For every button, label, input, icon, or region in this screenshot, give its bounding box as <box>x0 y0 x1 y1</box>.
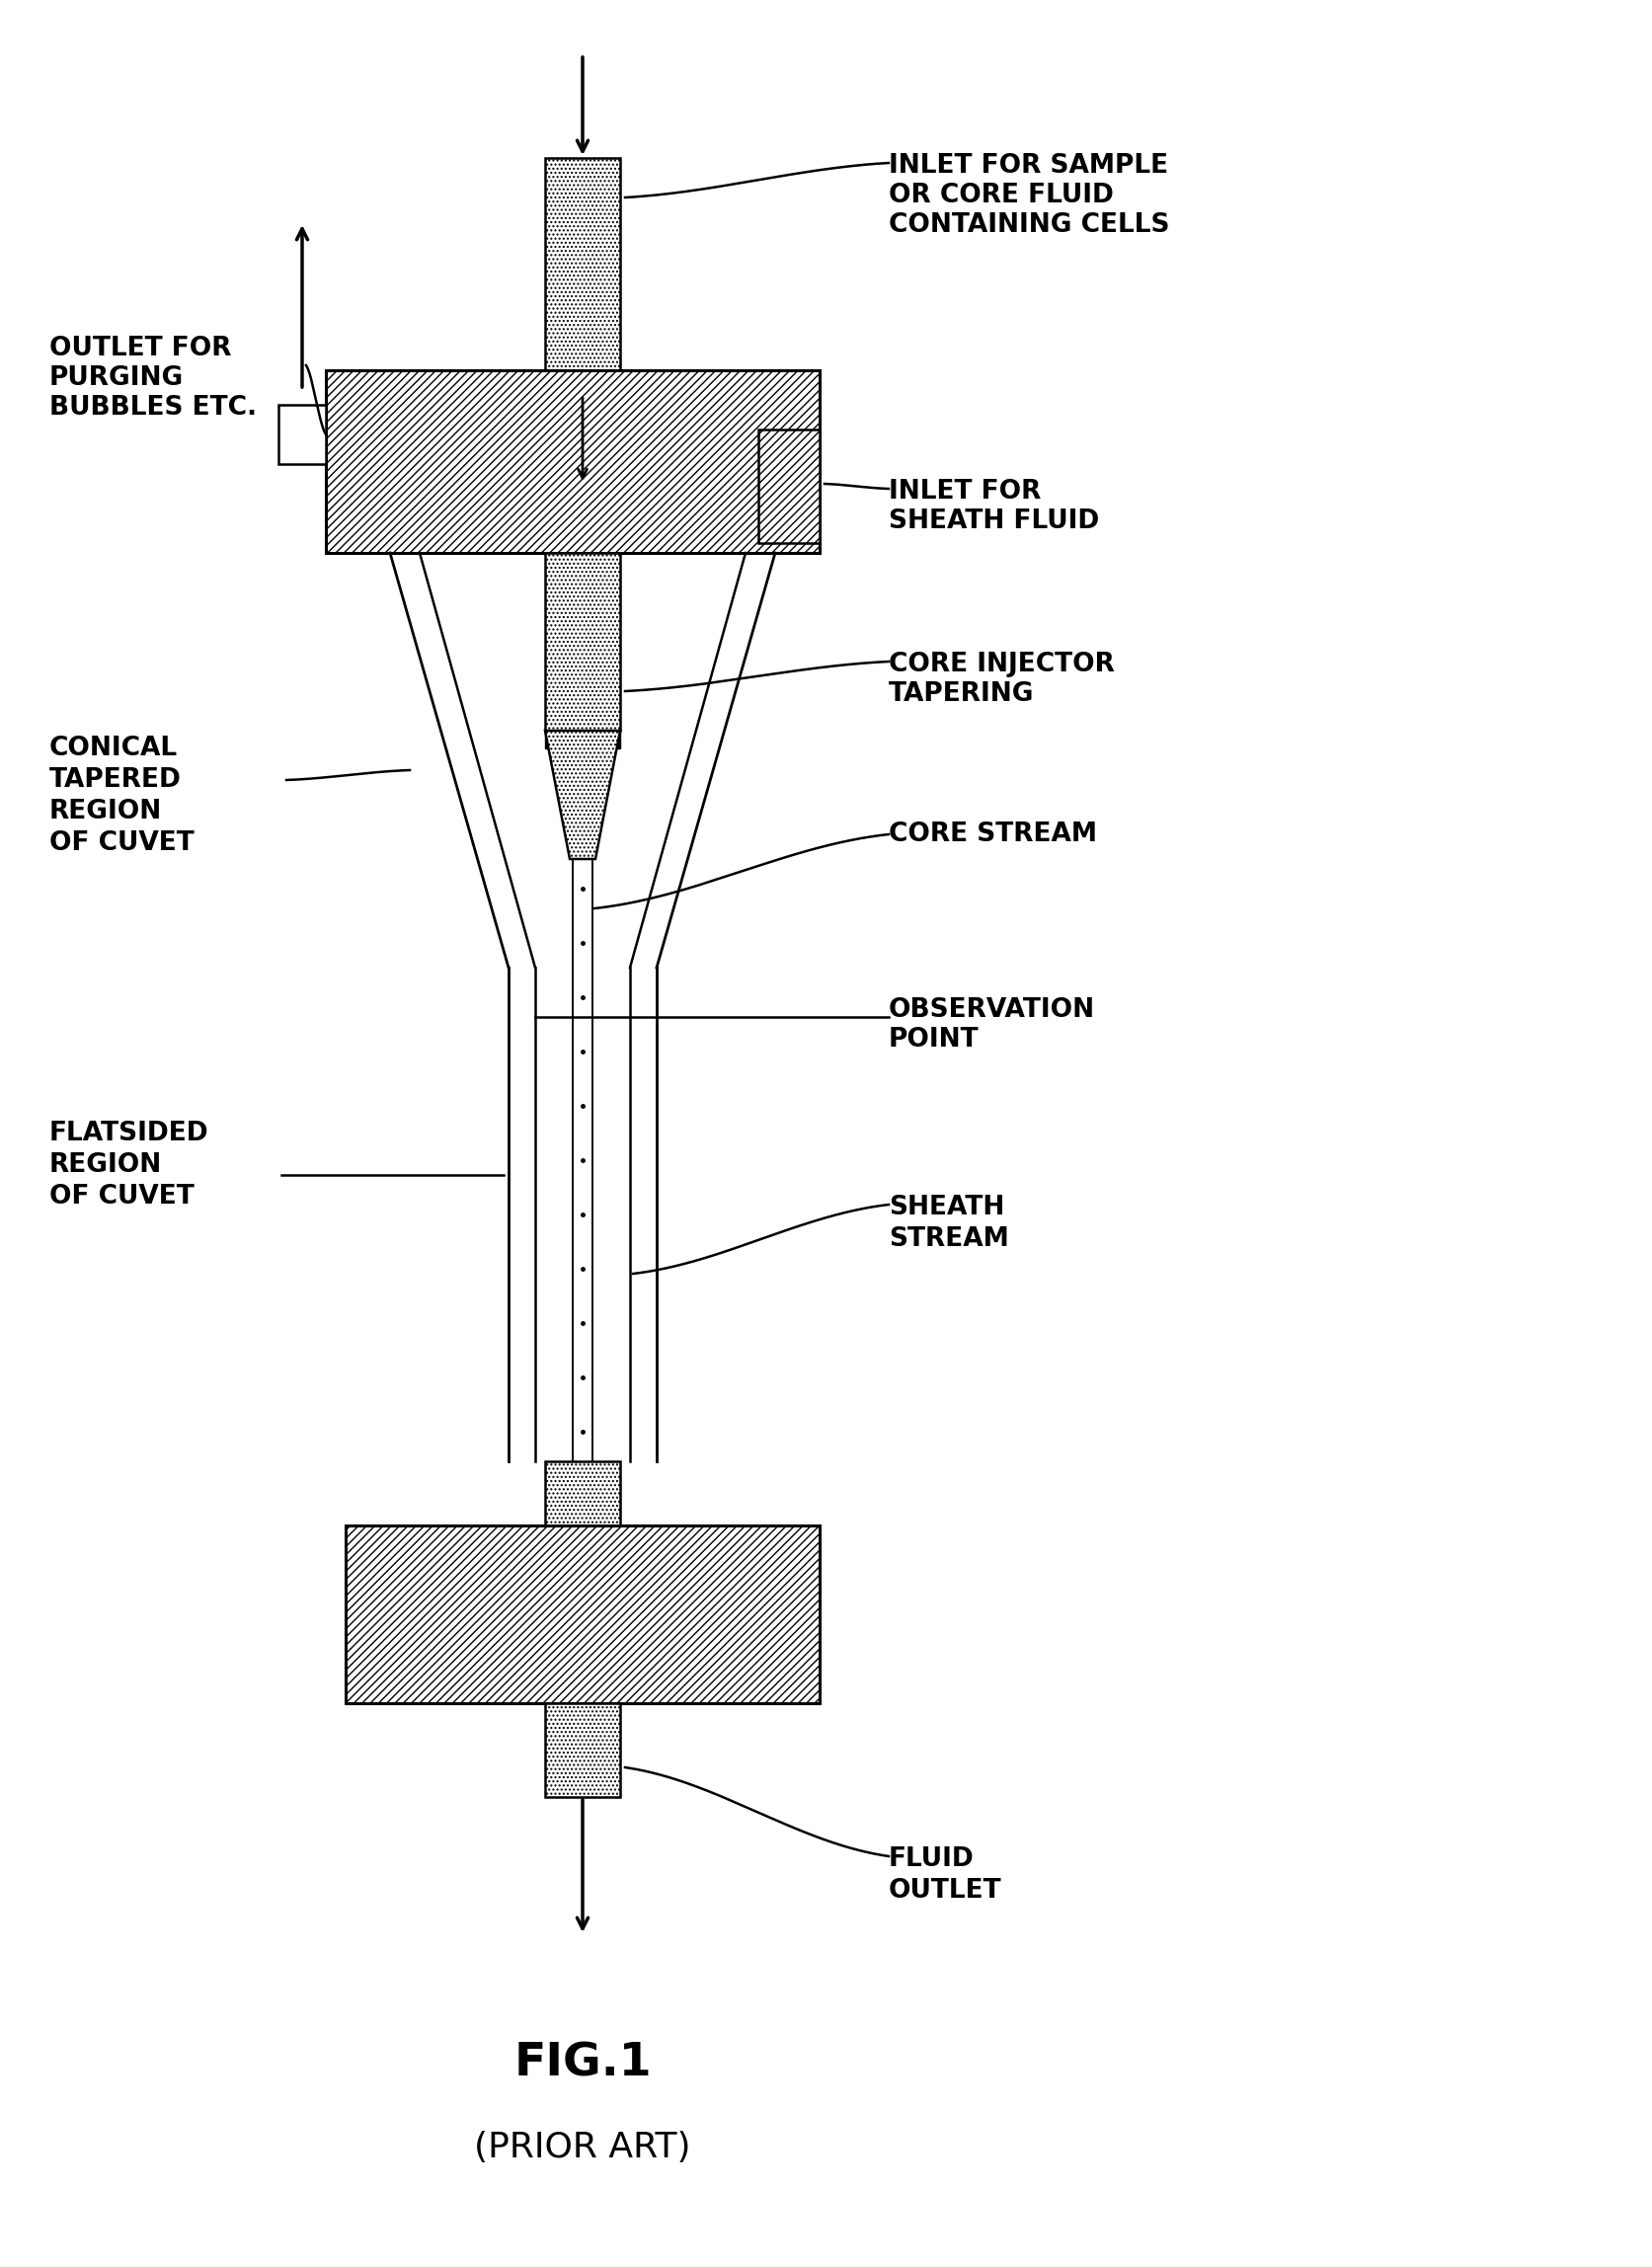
Text: CORE INJECTOR
TAPERING: CORE INJECTOR TAPERING <box>889 651 1113 707</box>
Text: INLET FOR
SHEATH FLUID: INLET FOR SHEATH FLUID <box>889 478 1099 535</box>
Bar <box>278 406 325 465</box>
Bar <box>545 159 620 370</box>
Text: (PRIOR ART): (PRIOR ART) <box>474 2131 691 2165</box>
Bar <box>325 370 819 553</box>
Text: FLATSIDED
REGION
OF CUVET: FLATSIDED REGION OF CUVET <box>50 1120 208 1211</box>
Text: CORE STREAM: CORE STREAM <box>889 821 1097 848</box>
Text: CONICAL
TAPERED
REGION
OF CUVET: CONICAL TAPERED REGION OF CUVET <box>50 735 195 857</box>
Text: SHEATH
STREAM: SHEATH STREAM <box>889 1195 1008 1251</box>
Bar <box>545 553 620 730</box>
Text: OBSERVATION
POINT: OBSERVATION POINT <box>889 997 1095 1052</box>
Text: FLUID
OUTLET: FLUID OUTLET <box>889 1845 1001 1904</box>
Bar <box>345 1526 819 1703</box>
Bar <box>758 428 819 544</box>
Text: FIG.1: FIG.1 <box>514 2040 651 2086</box>
Bar <box>545 1703 620 1798</box>
Bar <box>545 730 620 748</box>
Bar <box>545 1462 620 1526</box>
Polygon shape <box>545 730 620 859</box>
Text: OUTLET FOR
PURGING
BUBBLES ETC.: OUTLET FOR PURGING BUBBLES ETC. <box>50 336 256 422</box>
Text: INLET FOR SAMPLE
OR CORE FLUID
CONTAINING CELLS: INLET FOR SAMPLE OR CORE FLUID CONTAININ… <box>889 154 1170 238</box>
